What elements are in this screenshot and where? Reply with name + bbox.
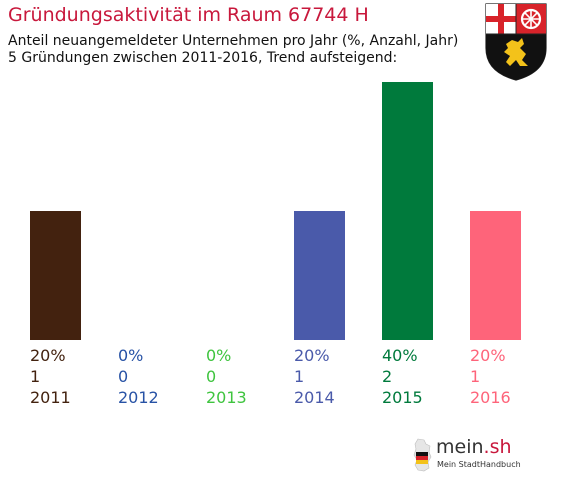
subtitle-line-2: 5 Gründungen zwischen 2011-2016, Trend a… (8, 50, 398, 66)
count-label-2015: 2 (382, 367, 393, 386)
value-label-2012: 0% (118, 346, 144, 365)
bar-2015 (382, 82, 433, 340)
bar-2011 (30, 211, 81, 340)
value-label-2015: 40% (382, 346, 418, 365)
brand-main: mein (436, 436, 484, 458)
value-label-2013: 0% (206, 346, 232, 365)
chart-title: Gründungsaktivität im Raum 67744 H (8, 4, 369, 26)
bar-2014 (294, 211, 345, 340)
value-label-2011: 20% (30, 346, 66, 365)
year-label-2016: 2016 (470, 388, 511, 407)
year-label-2012: 2012 (118, 388, 159, 407)
value-label-2016: 20% (470, 346, 506, 365)
brand-tagline: Mein StadtHandbuch (437, 460, 521, 469)
brand-accent: .sh (483, 436, 512, 458)
count-label-2011: 1 (30, 367, 41, 386)
chart-subtitle: Anteil neuangemeldeter Unternehmen pro J… (8, 33, 458, 67)
coat-of-arms-icon (485, 3, 547, 81)
year-label-2013: 2013 (206, 388, 247, 407)
count-label-2014: 1 (294, 367, 305, 386)
germany-map-icon (413, 438, 432, 472)
year-label-2014: 2014 (294, 388, 335, 407)
footer-brand: mein.sh Mein StadtHandbuch (412, 434, 528, 476)
count-label-2016: 1 (470, 367, 481, 386)
count-label-2012: 0 (118, 367, 129, 386)
count-label-2013: 0 (206, 367, 217, 386)
value-label-2014: 20% (294, 346, 330, 365)
bar-2016 (470, 211, 521, 340)
year-label-2011: 2011 (30, 388, 71, 407)
year-label-2015: 2015 (382, 388, 423, 407)
subtitle-line-1: Anteil neuangemeldeter Unternehmen pro J… (8, 33, 459, 49)
brand-name: mein.sh (436, 436, 512, 458)
